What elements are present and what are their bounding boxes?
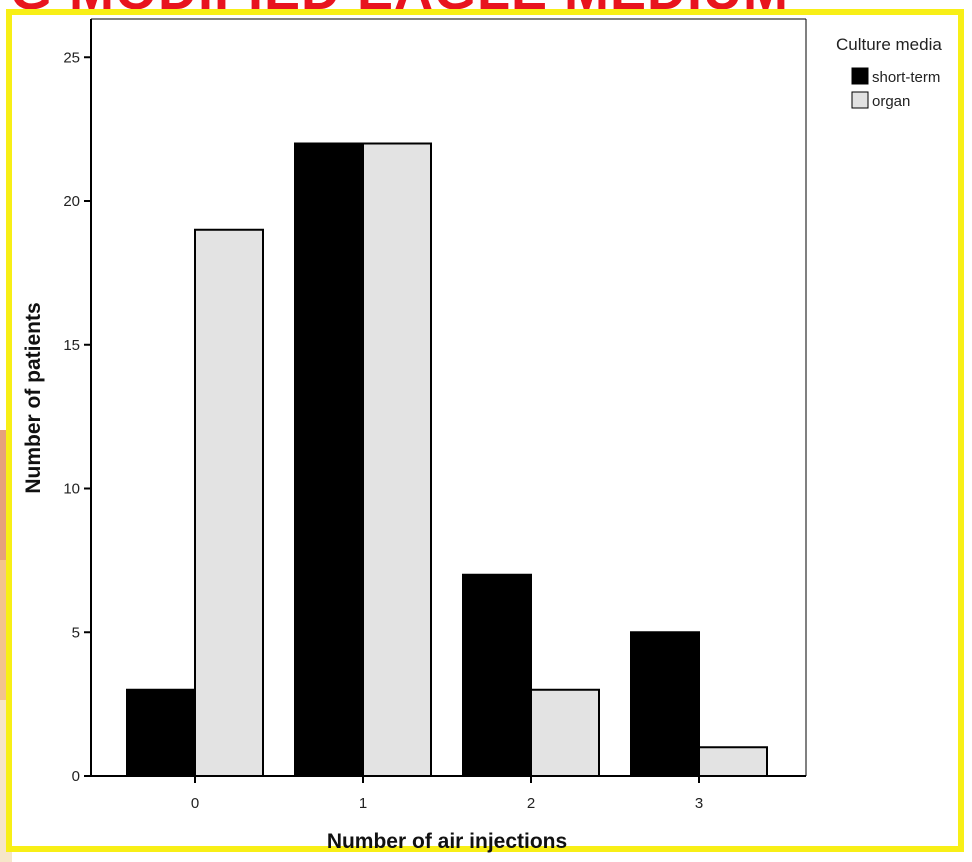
bar-short-term-2 [462,573,532,777]
x-axis-title: Number of air injections [327,830,567,853]
legend-swatch-organ [851,91,869,109]
bar-organ-3 [698,746,768,777]
bars-layer [126,142,768,777]
y-tick-label: 20 [63,193,80,210]
y-tick-label: 15 [63,337,80,354]
legend-label-organ: organ [872,93,910,110]
y-tick-label: 0 [72,768,80,785]
y-tick-label: 25 [63,49,80,66]
y-ticks: 0 5 10 15 20 25 [63,49,91,785]
bar-short-term-1 [294,142,364,777]
x-tick-label: 1 [359,795,367,812]
y-tick-label: 5 [72,624,80,641]
x-ticks: 0 1 2 3 [191,776,703,812]
bar-organ-0 [194,228,264,777]
legend-title: Culture media [836,35,942,54]
y-tick-label: 10 [63,481,80,498]
y-axis-title: Number of patients [22,302,45,493]
x-tick-label: 0 [191,795,199,812]
x-tick-label: 3 [695,795,703,812]
bar-short-term-0 [126,688,196,777]
legend: Culture media short-term organ [836,35,942,110]
legend-swatch-short-term [851,67,869,85]
bar-short-term-3 [630,631,700,777]
legend-label-short-term: short-term [872,69,940,86]
x-tick-label: 2 [527,795,535,812]
bar-organ-2 [530,688,600,777]
axes-layer [90,18,807,777]
bar-organ-1 [362,142,432,777]
